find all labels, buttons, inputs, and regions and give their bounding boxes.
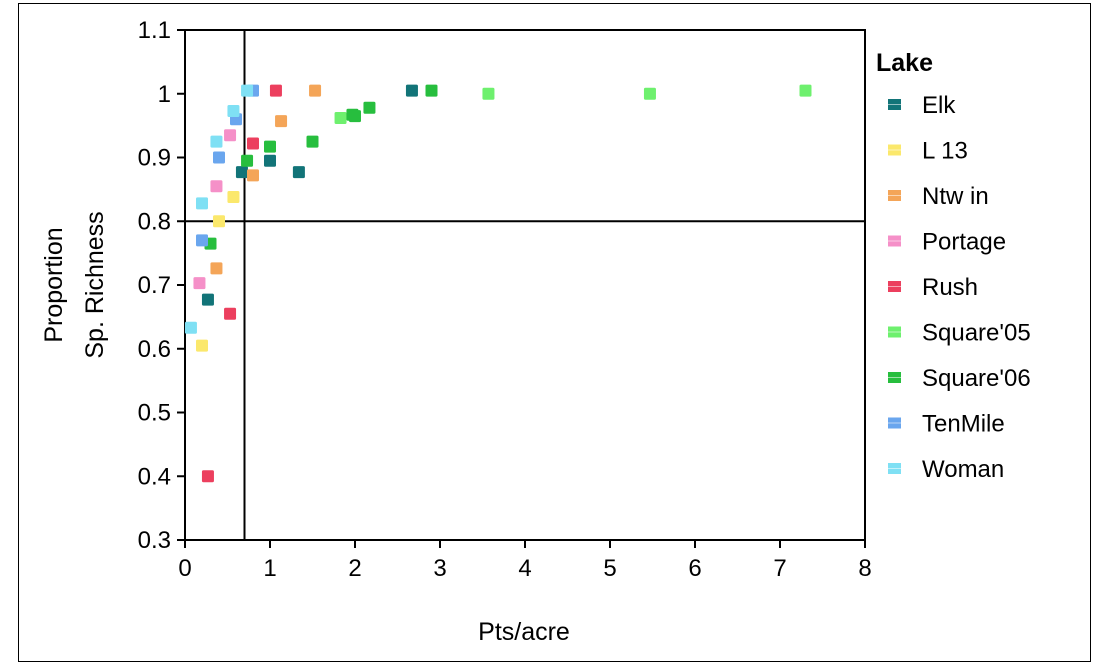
data-point <box>210 180 223 193</box>
data-point <box>213 151 225 164</box>
x-tick-label: 0 <box>178 555 191 582</box>
data-point <box>349 110 361 123</box>
y-tick-label: 0.3 <box>138 527 171 554</box>
data-point <box>482 87 495 100</box>
data-point <box>227 191 240 204</box>
data-point <box>292 166 305 179</box>
legend-label: Ntw in <box>922 183 989 210</box>
y-tick-label: 1 <box>158 81 171 108</box>
legend-label: Woman <box>922 456 1004 483</box>
data-points <box>184 84 812 483</box>
legend-item: Rush <box>888 274 978 301</box>
data-point <box>799 84 812 97</box>
y-tick-label: 0.5 <box>138 400 171 427</box>
y-tick-label: 0.6 <box>138 336 171 363</box>
legend-title: Lake <box>876 49 933 77</box>
x-tick-label: 4 <box>518 555 531 582</box>
legend-label: L 13 <box>922 138 968 165</box>
legend-item: Ntw in <box>888 183 989 210</box>
legend-label: Square'06 <box>922 365 1031 392</box>
data-point <box>247 169 259 182</box>
data-point <box>213 215 225 228</box>
y-tick-label: 0.7 <box>138 272 171 299</box>
data-point <box>235 166 248 179</box>
legend-label: Rush <box>922 274 978 301</box>
data-point <box>210 135 223 148</box>
data-point <box>247 137 259 150</box>
y-tick-label: 0.8 <box>138 208 171 235</box>
y-tick-label: 1.1 <box>138 17 171 44</box>
x-axis-title: Pts/acre <box>478 618 570 646</box>
axis-labels: Pts/acre Proportion Sp. Richness <box>40 211 570 646</box>
data-point <box>227 104 240 117</box>
legend-label: Square'05 <box>922 320 1031 347</box>
series-ntw-in <box>210 84 322 275</box>
plot-area-border <box>184 29 866 541</box>
series-square-05 <box>334 84 812 124</box>
x-tick-label: 7 <box>773 555 786 582</box>
series-portage <box>193 129 237 290</box>
x-tick-label: 8 <box>858 555 871 582</box>
legend-item: TenMile <box>888 411 1005 438</box>
data-point <box>210 262 223 275</box>
legend-label: TenMile <box>922 411 1005 438</box>
data-point <box>405 84 418 97</box>
data-point <box>193 277 206 290</box>
series-elk <box>201 84 418 306</box>
y-axis-title-line-2: Sp. Richness <box>81 211 109 358</box>
series-woman <box>184 84 254 334</box>
data-point <box>264 154 276 167</box>
data-point <box>196 339 208 352</box>
data-point <box>363 101 376 114</box>
data-point <box>241 154 254 167</box>
legend: Lake Elk L 13 Ntw in Portage Rush Square'05 Sq… <box>876 49 1031 483</box>
data-point <box>425 84 438 97</box>
data-point <box>196 234 208 247</box>
y-tick-label: 0.4 <box>138 463 171 490</box>
data-point <box>184 321 197 334</box>
data-point <box>201 470 214 483</box>
series-square-06 <box>204 84 438 250</box>
y-tick-label: 0.9 <box>138 145 171 172</box>
axes: 0 1 2 3 4 5 6 7 8 0.3 0.4 0.5 0.6 0.7 0.8 0.9 1 1.1 <box>138 17 872 582</box>
series-l-13 <box>196 191 240 352</box>
data-point <box>224 129 237 142</box>
legend-item: Square'05 <box>888 320 1031 347</box>
data-point <box>309 84 322 97</box>
series-rush <box>201 84 282 483</box>
data-point <box>275 115 288 128</box>
x-tick-label: 1 <box>263 555 276 582</box>
data-point <box>201 293 214 306</box>
x-tick-label: 3 <box>433 555 446 582</box>
legend-item: Square'06 <box>888 365 1031 392</box>
legend-item: L 13 <box>888 138 968 165</box>
x-tick-label: 2 <box>348 555 361 582</box>
data-point <box>334 111 347 124</box>
legend-label: Portage <box>922 229 1006 256</box>
legend-item: Woman <box>888 456 1004 483</box>
data-point <box>269 84 282 97</box>
data-point <box>224 307 237 320</box>
legend-item: Portage <box>888 229 1006 256</box>
y-axis-title-line-1: Proportion <box>40 227 68 342</box>
data-point <box>264 140 276 153</box>
x-tick-label: 5 <box>603 555 616 582</box>
data-point <box>241 84 254 97</box>
data-point <box>643 87 656 100</box>
legend-item: Elk <box>888 92 956 119</box>
data-point <box>196 197 208 210</box>
data-point <box>306 135 319 148</box>
x-tick-label: 6 <box>688 555 701 582</box>
legend-label: Elk <box>922 92 956 119</box>
